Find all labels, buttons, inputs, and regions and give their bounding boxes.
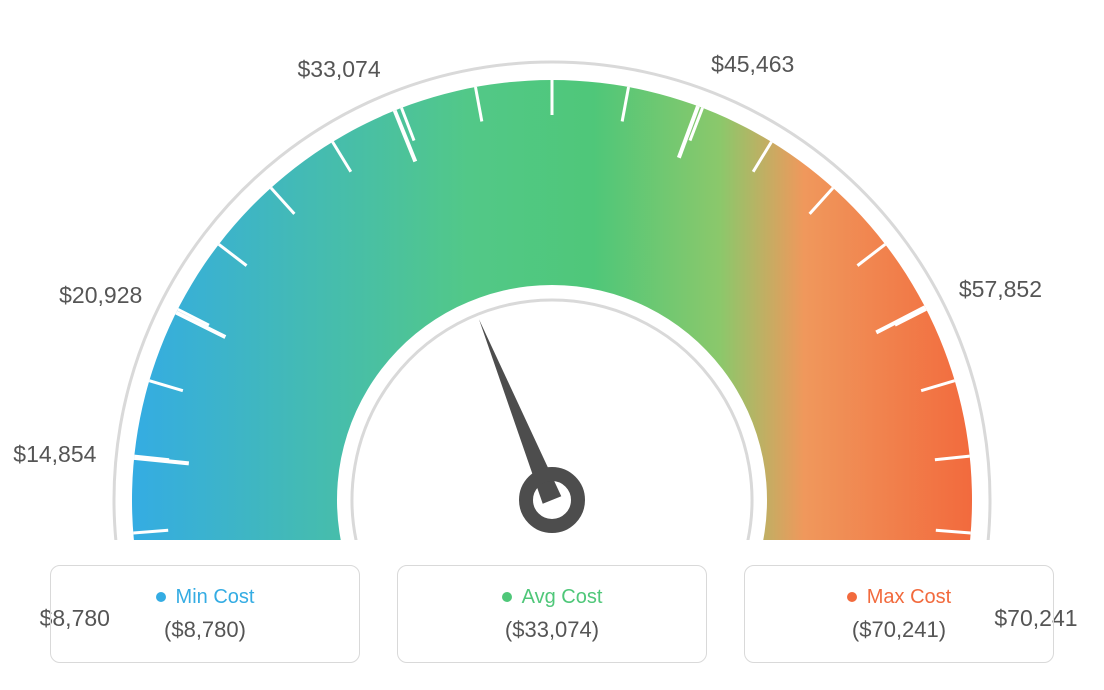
legend-card-avg: Avg Cost ($33,074) bbox=[397, 565, 707, 663]
legend-title-avg: Avg Cost bbox=[522, 586, 603, 609]
legend-row: Min Cost ($8,780) Avg Cost ($33,074) Max… bbox=[0, 565, 1104, 663]
dot-icon bbox=[847, 592, 857, 602]
gauge-svg bbox=[0, 0, 1104, 540]
gauge-area: $8,780$14,854$20,928$33,074$45,463$57,85… bbox=[0, 0, 1104, 540]
legend-card-max: Max Cost ($70,241) bbox=[744, 565, 1054, 663]
gauge-tick-label: $33,074 bbox=[297, 56, 380, 83]
dot-icon bbox=[156, 592, 166, 602]
gauge-tick-label: $45,463 bbox=[711, 51, 794, 78]
gauge-tick-label: $20,928 bbox=[59, 282, 142, 309]
gauge-tick-label: $57,852 bbox=[959, 276, 1042, 303]
gauge-tick-label: $14,854 bbox=[13, 441, 96, 468]
legend-card-min: Min Cost ($8,780) bbox=[50, 565, 360, 663]
legend-value-avg: ($33,074) bbox=[505, 617, 599, 643]
legend-value-max: ($70,241) bbox=[852, 617, 946, 643]
legend-title-min: Min Cost bbox=[176, 586, 255, 609]
legend-title-max: Max Cost bbox=[867, 586, 951, 609]
dot-icon bbox=[502, 592, 512, 602]
legend-value-min: ($8,780) bbox=[164, 617, 246, 643]
gauge-chart-container: $8,780$14,854$20,928$33,074$45,463$57,85… bbox=[0, 0, 1104, 690]
